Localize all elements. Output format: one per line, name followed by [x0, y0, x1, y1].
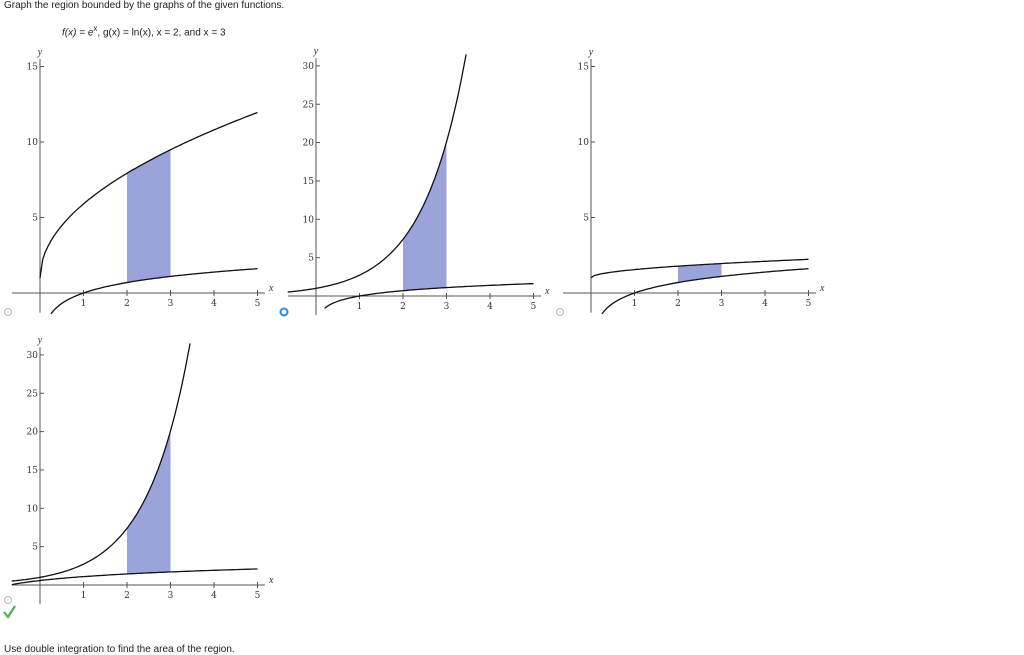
- y-tick-label: 20: [27, 428, 39, 438]
- lower-curve: [50, 268, 258, 315]
- y-tick-label: 10: [27, 138, 39, 148]
- x-tick-label: 4: [762, 299, 768, 309]
- x-tick-label: 2: [400, 302, 406, 312]
- y-tick-label: 10: [27, 504, 39, 514]
- radio-button[interactable]: [556, 308, 564, 316]
- functions: f(x) = ex, g(x) = ln(x), x = 2, and x = …: [62, 24, 226, 38]
- y-tick-label: 10: [578, 138, 590, 148]
- x-tick-label: 3: [719, 299, 725, 309]
- exponent: x: [93, 24, 98, 33]
- y-tick-label: 15: [27, 466, 39, 476]
- upper-curve: [590, 258, 809, 279]
- x-tick-label: 5: [255, 591, 261, 601]
- x-axis-label: x: [819, 283, 825, 294]
- correct-check: [3, 605, 16, 619]
- y-axis-label: y: [313, 46, 319, 57]
- lower-curve: [11, 568, 258, 586]
- x-axis-label: x: [544, 286, 550, 297]
- x-tick-label: 3: [168, 299, 174, 309]
- x-tick-label: 2: [124, 299, 130, 309]
- y-axis-label: y: [37, 47, 43, 58]
- x-tick-label: 2: [675, 299, 681, 309]
- x-tick-label: 5: [806, 299, 812, 309]
- x-tick-label: 1: [81, 591, 87, 601]
- y-tick-label: 25: [303, 100, 315, 110]
- y-tick-label: 5: [32, 214, 38, 224]
- footer: Use double integration to find the area …: [4, 644, 235, 655]
- x-tick-label: 4: [211, 299, 217, 309]
- x-tick-label: 1: [357, 302, 363, 312]
- y-tick-label: 30: [303, 62, 315, 72]
- x-tick-label: 2: [124, 591, 130, 601]
- region: [127, 149, 171, 283]
- radio-button[interactable]: [4, 308, 12, 316]
- y-tick-label: 5: [32, 543, 38, 553]
- region: [678, 263, 722, 283]
- upper-curve: [39, 111, 258, 278]
- f-prefix: f(x) = e: [62, 27, 94, 39]
- y-axis-label: y: [588, 47, 594, 58]
- upper-curve: [11, 343, 191, 582]
- y-tick-label: 25: [27, 389, 39, 399]
- x-tick-label: 4: [211, 591, 217, 601]
- y-tick-label: 15: [303, 177, 315, 187]
- y-tick-label: 20: [303, 139, 315, 149]
- upper-curve: [287, 54, 467, 293]
- y-tick-label: 5: [308, 254, 314, 264]
- x-tick-label: 4: [487, 302, 493, 312]
- lower-curve: [324, 283, 534, 309]
- y-tick-label: 10: [303, 215, 315, 225]
- y-tick-label: 5: [583, 214, 589, 224]
- y-tick-label: 15: [27, 63, 39, 73]
- lower-curve: [601, 268, 809, 315]
- prompt: Graph the region bounded by the graphs o…: [4, 0, 285, 11]
- x-axis-label: x: [268, 575, 274, 586]
- radio-button[interactable]: [4, 596, 12, 604]
- x-tick-label: 5: [255, 299, 261, 309]
- x-tick-label: 3: [444, 302, 450, 312]
- functions-rest: , g(x) = ln(x), x = 2, and x = 3: [97, 27, 226, 39]
- y-axis-label: y: [37, 335, 43, 346]
- y-tick-label: 30: [27, 351, 39, 361]
- y-tick-label: 15: [578, 63, 590, 73]
- x-tick-label: 1: [81, 299, 87, 309]
- radio-button[interactable]: [279, 307, 289, 317]
- region: [403, 141, 447, 291]
- x-tick-label: 5: [531, 302, 537, 312]
- x-axis-label: x: [268, 283, 274, 294]
- x-tick-label: 1: [632, 299, 638, 309]
- x-tick-label: 3: [168, 591, 174, 601]
